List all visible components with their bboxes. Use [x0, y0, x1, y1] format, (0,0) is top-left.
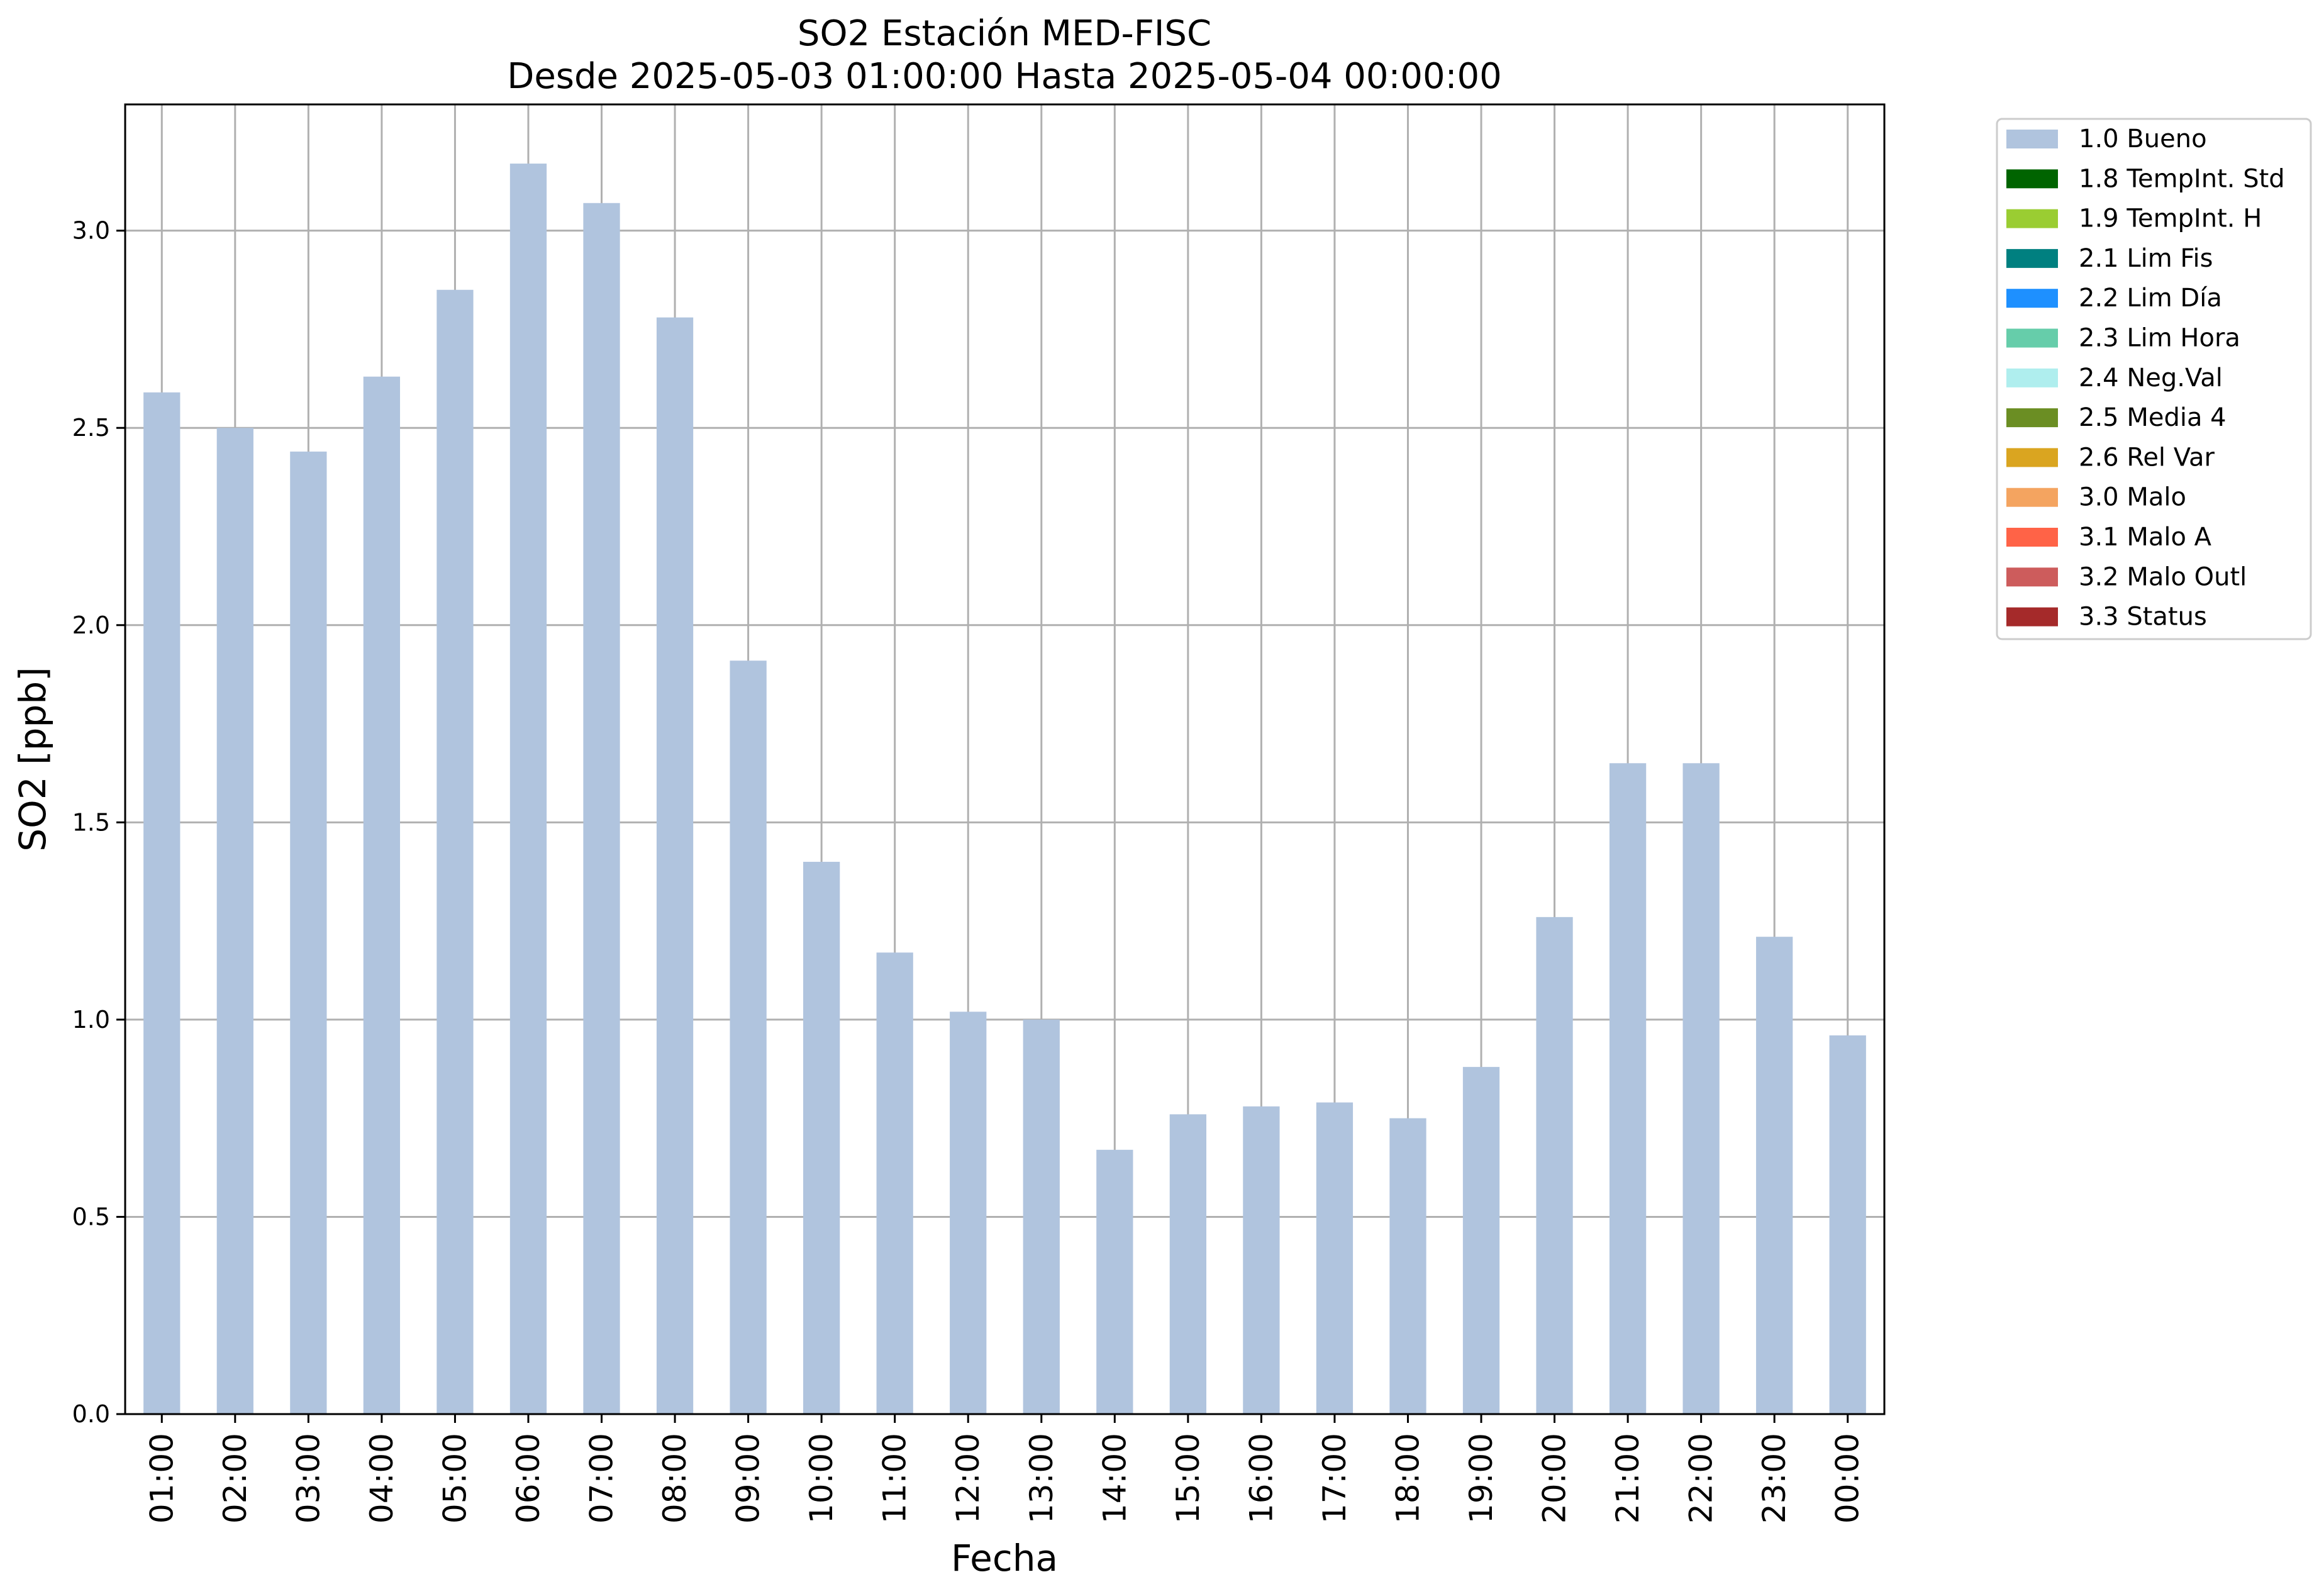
x-tick-label: 03:00 [290, 1433, 326, 1524]
x-ticks: 01:00 02:00 03:00 04:00 05:00 06:00 07:00 08:00… [143, 1414, 1866, 1524]
x-tick-label: 02:00 [217, 1433, 253, 1524]
legend-swatch [2006, 488, 2058, 507]
y-tick-label: 2.5 [72, 414, 110, 442]
legend-label: 3.1 Malo A [2079, 523, 2212, 552]
legend-label: 1.8 TempInt. Std [2079, 164, 2285, 193]
legend-swatch [2006, 607, 2058, 627]
chart-title: SO2 Estación MED-FISC [798, 13, 1211, 54]
chart-subtitle: Desde 2025-05-03 01:00:00 Hasta 2025-05-… [507, 56, 1502, 97]
bar [583, 203, 620, 1414]
legend-swatch [2006, 567, 2058, 587]
bar [730, 660, 767, 1414]
bar [1096, 1149, 1133, 1414]
legend-swatch [2006, 169, 2058, 189]
x-tick-label: 20:00 [1537, 1433, 1573, 1524]
bar [1609, 763, 1647, 1414]
bar [1536, 917, 1573, 1414]
legend-swatch [2006, 368, 2058, 387]
x-tick-label: 19:00 [1463, 1433, 1499, 1524]
y-tick-label: 0.5 [72, 1203, 110, 1230]
x-tick-label: 05:00 [436, 1433, 473, 1524]
y-tick-label: 3.0 [72, 217, 110, 245]
x-tick-label: 06:00 [510, 1433, 547, 1524]
legend-swatch [2006, 408, 2058, 428]
y-tick-label: 2.0 [72, 611, 110, 639]
x-tick-label: 10:00 [803, 1433, 840, 1524]
x-tick-label: 08:00 [657, 1433, 693, 1524]
legend: 1.0 Bueno 1.8 TempInt. Std 1.9 TempInt. H 2… [1996, 118, 2312, 640]
bar [876, 952, 913, 1414]
bar [363, 376, 401, 1414]
x-tick-label: 16:00 [1243, 1433, 1279, 1524]
legend-label: 3.2 Malo Outl [2079, 562, 2247, 591]
legend-swatch [2006, 209, 2058, 228]
legend-label: 3.3 Status [2079, 603, 2207, 632]
x-tick-label: 12:00 [950, 1433, 986, 1524]
plot-frame [124, 103, 1886, 1415]
x-tick-label: 01:00 [143, 1433, 180, 1524]
x-tick-label: 11:00 [877, 1433, 913, 1524]
x-tick-label: 14:00 [1096, 1433, 1133, 1524]
legend-label: 1.9 TempInt. H [2079, 204, 2262, 233]
y-tick-label: 1.5 [72, 808, 110, 836]
y-tick-label: 0.0 [72, 1400, 110, 1428]
legend-label: 2.2 Lim Día [2079, 284, 2222, 313]
bar [1756, 937, 1793, 1414]
legend-swatch [2006, 248, 2058, 268]
x-tick-label: 21:00 [1610, 1433, 1646, 1524]
x-tick-label: 23:00 [1756, 1433, 1793, 1524]
legend-label: 2.6 Rel Var [2079, 443, 2215, 472]
y-axis-label: SO2 [ppb] [11, 667, 54, 852]
bar [1829, 1035, 1866, 1414]
y-tick-label: 1.0 [72, 1006, 110, 1034]
legend-swatch [2006, 328, 2058, 348]
legend-label: 2.5 Media 4 [2079, 403, 2227, 432]
x-tick-label: 13:00 [1023, 1433, 1060, 1524]
bar [1682, 763, 1720, 1414]
legend-label: 2.4 Neg.Val [2079, 364, 2223, 393]
bar [803, 862, 840, 1414]
bar [1243, 1106, 1280, 1414]
legend-label: 3.0 Malo [2079, 483, 2186, 512]
x-tick-label: 22:00 [1683, 1433, 1720, 1524]
bar [656, 317, 694, 1414]
bar [1023, 1019, 1060, 1414]
x-tick-label: 15:00 [1170, 1433, 1206, 1524]
bar [1389, 1118, 1426, 1414]
x-tick-label: 04:00 [364, 1433, 400, 1524]
legend-label: 1.0 Bueno [2079, 125, 2207, 153]
bar [1169, 1114, 1206, 1414]
bars [143, 164, 1866, 1414]
legend-swatch [2006, 289, 2058, 308]
y-ticks: 0.0 0.5 1.0 1.5 2.0 2.5 3.0 [72, 217, 125, 1428]
legend-frame [1996, 118, 2312, 640]
x-tick-label: 09:00 [730, 1433, 767, 1524]
legend-swatch [2006, 448, 2058, 467]
x-tick-label: 00:00 [1830, 1433, 1866, 1524]
x-tick-label: 07:00 [584, 1433, 620, 1524]
bar [509, 164, 547, 1414]
bar [216, 428, 253, 1414]
bar [950, 1012, 987, 1414]
legend-swatch [2006, 130, 2058, 148]
legend-label: 2.3 Lim Hora [2079, 324, 2240, 353]
bar [290, 451, 327, 1414]
bar [1462, 1067, 1500, 1414]
x-tick-label: 18:00 [1389, 1433, 1426, 1524]
bar [436, 289, 474, 1414]
bar [143, 392, 181, 1414]
x-tick-label: 17:00 [1316, 1433, 1353, 1524]
legend-label: 2.1 Lim Fis [2079, 244, 2213, 273]
bar [1316, 1102, 1354, 1414]
legend-swatch [2006, 528, 2058, 547]
x-axis-label: Fecha [951, 1537, 1058, 1580]
